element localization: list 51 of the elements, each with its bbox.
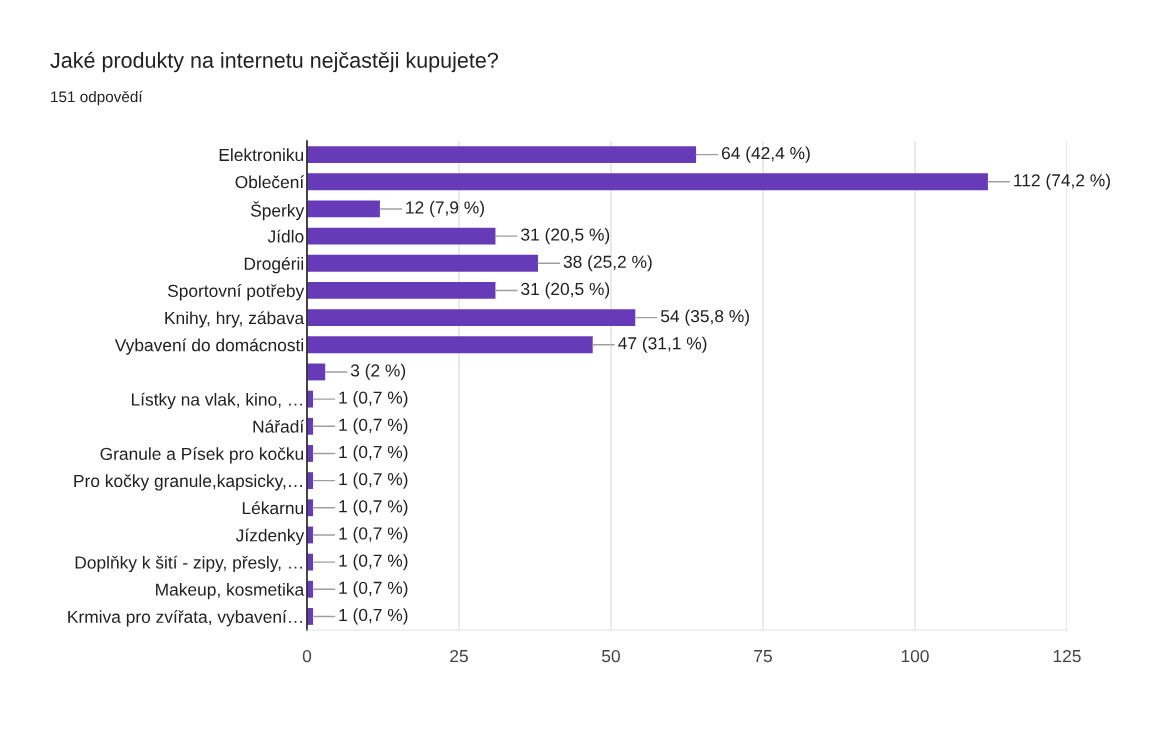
text: 151 odpovědí bbox=[51, 90, 143, 106]
y-tick-label: Pro kočky granule,kapsicky,… bbox=[74, 474, 302, 491]
data-label: 54 (35,8 %) bbox=[660, 309, 749, 326]
y-tick-label: Lékarnu bbox=[242, 501, 304, 515]
y-tick-label: Oblečení bbox=[235, 175, 305, 189]
y-tick-label: Makeup, kosmetika bbox=[156, 582, 305, 600]
data-label: 112 (74,2 %) bbox=[1014, 173, 1110, 190]
y-tick-label: Šperky bbox=[250, 201, 305, 221]
data-label: 31 (20,5 %) bbox=[521, 282, 610, 299]
bar bbox=[306, 336, 593, 354]
x-tick-label: 75 bbox=[754, 650, 772, 663]
y-tick-label: Vybavení do domácnosti bbox=[114, 338, 304, 355]
data-label: 1 (0,7 %) bbox=[339, 526, 408, 544]
data-label: 1 (0,7 %) bbox=[339, 554, 408, 571]
data-label: 38 (25,2 %) bbox=[563, 255, 652, 272]
y-tick-label: Jídlo bbox=[267, 229, 304, 243]
x-tick-label: 0 bbox=[302, 649, 312, 663]
y-tick-label: Doplňky k šití - zipy, přesly, … bbox=[75, 555, 302, 573]
y-tick-label: Sportovní potřeby bbox=[167, 284, 305, 301]
y-tick-label: Drogérii bbox=[244, 256, 304, 274]
data-label: 1 (0,7 %) bbox=[339, 472, 408, 489]
y-tick-label: Krmiva pro zvířata, vybavení… bbox=[68, 610, 302, 627]
x-tick-label: 50 bbox=[602, 649, 620, 663]
bar bbox=[306, 200, 380, 218]
x-tick-label: 25 bbox=[450, 649, 468, 663]
x-tick-label: 125 bbox=[1053, 649, 1081, 663]
y-tick-label: Nářadí bbox=[253, 419, 305, 433]
data-label: 1 (0,7 %) bbox=[339, 581, 408, 598]
y-tick-label: Granule a Písek pro kočku bbox=[100, 447, 304, 464]
bar bbox=[306, 173, 988, 191]
data-label: 31 (20,5 %) bbox=[521, 228, 610, 245]
chart-title: Jaké produkty na internetu nejčastěji kupujete? bbox=[50, 51, 498, 73]
data-label: 1 (0,7 %) bbox=[339, 391, 408, 408]
bar bbox=[306, 146, 697, 164]
bar bbox=[306, 309, 636, 327]
data-label: 47 (31,1 %) bbox=[618, 336, 707, 353]
data-label: 12 (7,9 %) bbox=[406, 200, 484, 218]
y-tick-label: Elektroniku bbox=[219, 148, 304, 162]
data-label: 1 (0,7 %) bbox=[339, 418, 408, 435]
y-tick-label: Lístky na vlak, kino, … bbox=[131, 392, 302, 410]
x-tick-label: 100 bbox=[901, 649, 929, 663]
data-label: 1 (0,7 %) bbox=[339, 608, 408, 625]
data-label: 1 (0,7 %) bbox=[339, 499, 408, 516]
data-label: 3 (2 %) bbox=[350, 363, 406, 381]
y-tick-label: Jízdenky bbox=[235, 528, 305, 545]
bar bbox=[306, 254, 539, 272]
y-tick-label: Knihy, hry, zábava bbox=[165, 311, 305, 328]
bar bbox=[306, 227, 496, 245]
data-label: 1 (0,7 %) bbox=[339, 445, 408, 462]
data-label: 64 (42,4 %) bbox=[721, 146, 810, 163]
bar bbox=[306, 282, 496, 299]
